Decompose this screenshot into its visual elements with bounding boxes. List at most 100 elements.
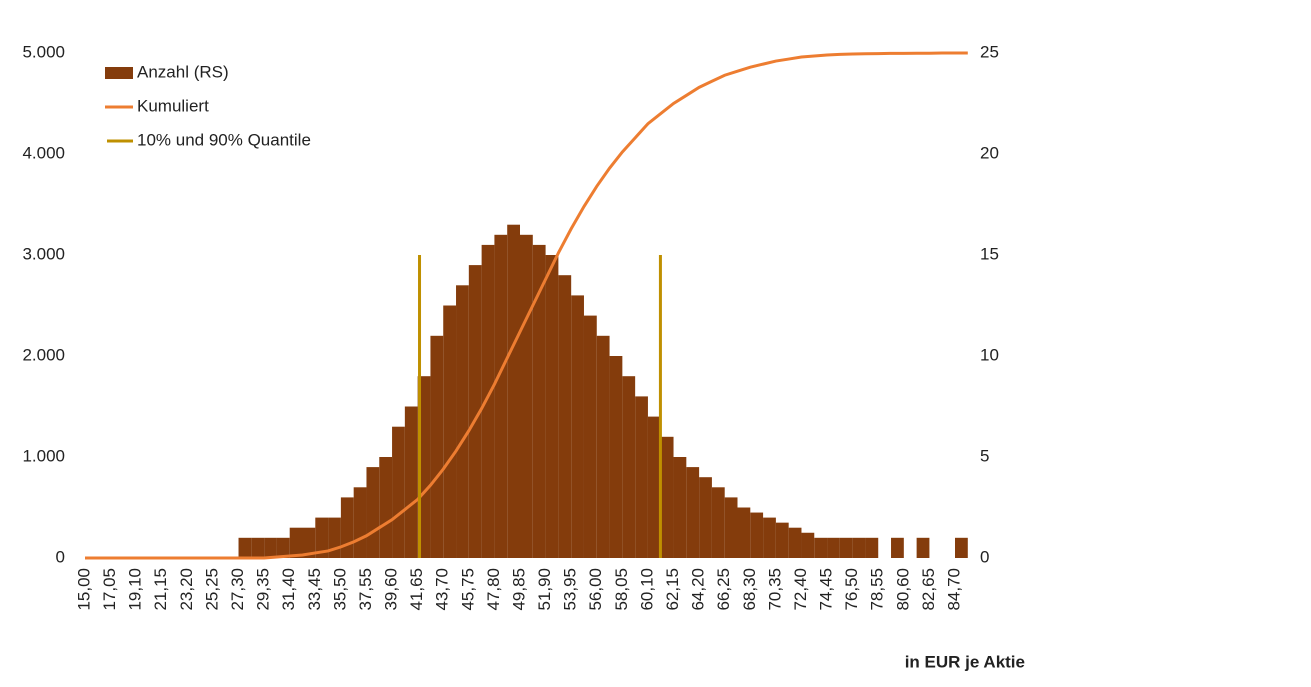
bar — [865, 537, 879, 558]
bar — [289, 527, 303, 558]
bar — [353, 487, 367, 558]
legend-label: 10% und 90% Quantile — [137, 130, 311, 149]
legend-label: Kumuliert — [137, 96, 209, 115]
bar — [315, 517, 329, 558]
y-tick-label: 4.000 — [22, 143, 65, 162]
y-tick-label: 0 — [56, 547, 65, 566]
x-tick-label: 35,50 — [330, 568, 349, 611]
bar — [404, 406, 418, 558]
bar — [852, 537, 866, 558]
y2-tick-label: 20 — [980, 143, 999, 162]
x-tick-label: 72,40 — [791, 568, 810, 611]
bar — [251, 537, 265, 558]
y-tick-label: 2.000 — [22, 345, 65, 364]
legend-swatch — [105, 67, 133, 79]
x-tick-label: 51,90 — [535, 568, 554, 611]
x-tick-label: 15,00 — [74, 568, 93, 611]
x-tick-label: 21,15 — [151, 568, 170, 611]
x-tick-label: 33,45 — [305, 568, 324, 611]
bar — [558, 275, 572, 558]
x-tick-label: 43,70 — [433, 568, 452, 611]
x-tick-label: 66,25 — [714, 568, 733, 611]
x-axis-title: in EUR je Aktie — [905, 652, 1025, 671]
bar — [328, 517, 341, 558]
bar — [750, 512, 764, 558]
bar — [737, 507, 751, 558]
x-tick-label: 80,60 — [893, 568, 912, 611]
bar — [839, 537, 853, 558]
x-tick-label: 74,45 — [817, 568, 836, 611]
x-tick-label: 17,05 — [100, 568, 119, 611]
bar — [571, 295, 584, 558]
cumulative-line — [85, 51, 968, 560]
bar — [430, 335, 444, 558]
x-tick-label: 45,75 — [458, 568, 477, 611]
bar — [699, 477, 712, 558]
bar — [392, 426, 405, 558]
bar — [788, 527, 802, 558]
y-tick-label: 5.000 — [22, 42, 65, 61]
bar — [814, 537, 828, 558]
bar — [609, 356, 623, 558]
y-tick-label: 3.000 — [22, 244, 65, 263]
bar — [660, 436, 674, 558]
bar — [622, 376, 636, 558]
bar — [302, 527, 316, 558]
bar — [545, 255, 559, 558]
bar — [763, 517, 776, 558]
x-tick-label: 84,70 — [944, 568, 963, 611]
x-tick-label: 56,00 — [586, 568, 605, 611]
x-tick-label: 29,35 — [254, 568, 273, 611]
bar — [673, 457, 687, 558]
bar — [891, 537, 904, 558]
x-tick-label: 70,35 — [765, 568, 784, 611]
x-tick-label: 31,40 — [279, 568, 298, 611]
y2-tick-label: 5 — [980, 446, 989, 465]
bar — [711, 487, 725, 558]
bar — [507, 224, 520, 558]
y2-tick-label: 25 — [980, 42, 999, 61]
bar — [379, 457, 393, 558]
x-tick-label: 62,15 — [663, 568, 682, 611]
x-tick-label: 47,80 — [484, 568, 503, 611]
x-tick-label: 60,10 — [637, 568, 656, 611]
x-tick-label: 82,65 — [919, 568, 938, 611]
bar — [686, 467, 700, 558]
x-tick-label: 53,95 — [561, 568, 580, 611]
x-tick-label: 39,60 — [382, 568, 401, 611]
bar — [801, 532, 815, 558]
x-tick-label: 41,65 — [407, 568, 426, 611]
y-tick-label: 1.000 — [22, 446, 65, 465]
bar — [340, 497, 354, 558]
y2-tick-label: 15 — [980, 244, 999, 263]
y2-tick-label: 10 — [980, 345, 999, 364]
bar — [775, 522, 789, 558]
x-tick-label: 23,20 — [177, 568, 196, 611]
x-tick-label: 64,20 — [689, 568, 708, 611]
x-tick-label: 19,10 — [126, 568, 145, 611]
bar — [955, 537, 968, 558]
x-tick-label: 78,55 — [868, 568, 887, 611]
x-tick-label: 68,30 — [740, 568, 759, 611]
bar — [520, 234, 533, 559]
bar — [596, 335, 610, 558]
y2-tick-label: 0 — [980, 547, 989, 566]
bar — [494, 234, 508, 559]
x-tick-label: 27,30 — [228, 568, 247, 611]
bar — [443, 305, 457, 558]
x-tick-label: 58,05 — [612, 568, 631, 611]
bar — [468, 265, 482, 558]
bar — [724, 497, 738, 558]
legend-label: Anzahl (RS) — [137, 62, 229, 81]
x-tick-label: 49,85 — [509, 568, 528, 611]
x-tick-label: 76,50 — [842, 568, 861, 611]
bar — [456, 285, 469, 558]
bar — [276, 537, 290, 558]
x-tick-label: 25,25 — [202, 568, 221, 611]
bar — [647, 416, 661, 558]
bar — [366, 467, 380, 558]
bar — [264, 537, 277, 558]
bar — [916, 537, 930, 558]
bar — [635, 396, 648, 558]
